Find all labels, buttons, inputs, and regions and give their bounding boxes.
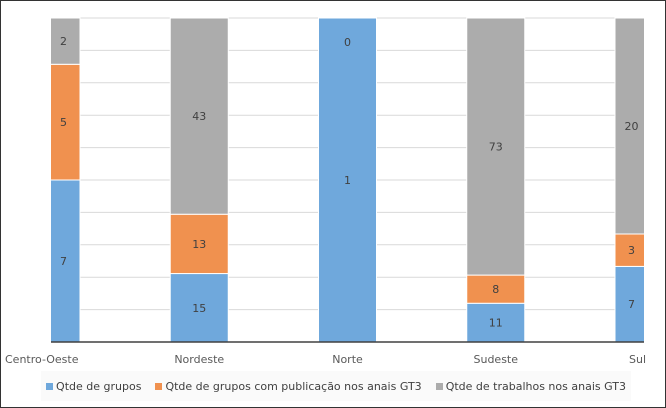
data-label: 15 bbox=[192, 302, 206, 315]
data-label: 43 bbox=[192, 110, 206, 123]
stacked-bar-chart: 7 5 2 Centro-Oeste 15 13 43 Nordeste 1 0 Norte 11 8 7… bbox=[5, 17, 646, 366]
bar-segment bbox=[466, 274, 526, 304]
data-label: 20 bbox=[625, 120, 639, 133]
data-label: 7 bbox=[60, 255, 67, 268]
x-tick-label: Centro-Oeste bbox=[5, 353, 79, 366]
data-label: 3 bbox=[628, 244, 635, 257]
bar-segment bbox=[466, 302, 526, 342]
bar-segment bbox=[466, 17, 526, 276]
bar-segment bbox=[614, 265, 644, 342]
data-label: 0 bbox=[344, 36, 351, 49]
legend-label: Qtde de grupos com publicação nos anais … bbox=[165, 379, 422, 393]
bar-segment bbox=[51, 63, 81, 181]
x-tick-label: Norte bbox=[332, 353, 363, 366]
bar-segment bbox=[614, 17, 644, 235]
legend-swatch bbox=[435, 382, 443, 390]
x-tick-label: Sudeste bbox=[473, 353, 518, 366]
legend: Qtde de grupos Qtde de grupos com public… bbox=[41, 371, 631, 401]
data-label: 73 bbox=[489, 141, 503, 154]
data-label: 1 bbox=[344, 174, 351, 187]
legend-swatch bbox=[46, 382, 54, 390]
bars bbox=[51, 17, 644, 342]
legend-item-trabalhos: Qtde de trabalhos nos anais GT3 bbox=[435, 379, 626, 393]
legend-label: Qtde de trabalhos nos anais GT3 bbox=[445, 379, 626, 393]
bar-segment bbox=[51, 179, 81, 342]
legend-item-grupos-publicacao: Qtde de grupos com publicação nos anais … bbox=[155, 379, 422, 393]
x-tick-label: Nordeste bbox=[174, 353, 224, 366]
bar-segment bbox=[51, 17, 81, 65]
data-label: 11 bbox=[489, 317, 503, 330]
x-tick-label: Sul bbox=[629, 353, 646, 366]
data-label: 2 bbox=[60, 35, 67, 48]
bar-segment bbox=[169, 17, 229, 215]
bar-segment bbox=[614, 233, 644, 267]
bar-segment bbox=[318, 17, 377, 342]
data-label: 13 bbox=[192, 238, 206, 251]
data-label: 7 bbox=[628, 298, 635, 311]
legend-swatch bbox=[155, 382, 163, 390]
legend-label: Qtde de grupos bbox=[56, 379, 142, 393]
bar-segment bbox=[169, 273, 229, 342]
data-label: 5 bbox=[60, 116, 67, 129]
data-label: 8 bbox=[492, 283, 499, 296]
bar-segment bbox=[169, 213, 229, 275]
legend-item-grupos: Qtde de grupos bbox=[46, 380, 141, 393]
